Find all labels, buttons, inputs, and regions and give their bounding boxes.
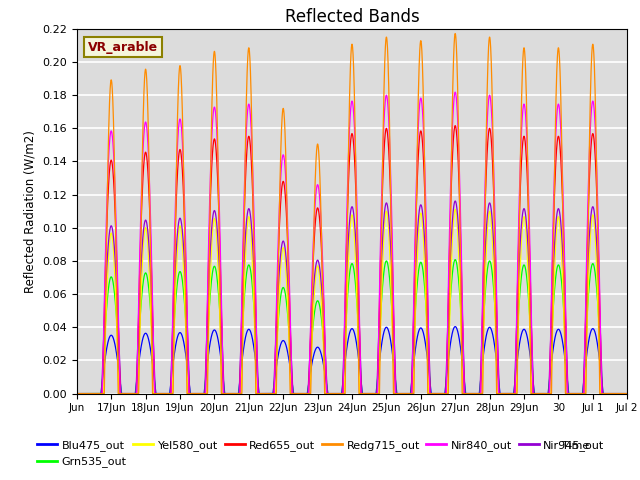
Line: Grn535_out: Grn535_out [77,260,627,394]
Line: Nir840_out: Nir840_out [77,92,627,394]
Legend: Blu475_out, Grn535_out, Yel580_out, Red655_out, Redg715_out, Nir840_out, Nir945_: Blu475_out, Grn535_out, Yel580_out, Red6… [33,436,609,472]
Redg715_out [451,31,459,36]
Redg715_out [525,278,533,284]
Nir840_out [451,89,459,95]
Grn535_out [525,309,533,315]
Blu475_out [623,391,631,396]
Nir945_out [73,391,81,396]
Yel580_out [403,391,411,396]
Nir840_out [284,205,291,211]
Blu475_out [525,347,533,353]
Grn535_out [484,265,492,271]
Red655_out [173,185,180,191]
Blu475_out [284,347,291,352]
Yel580_out [431,391,438,396]
Yel580_out [451,206,459,212]
Blu475_out [403,391,411,396]
Nir945_out [403,391,411,396]
Blu475_out [431,391,438,396]
Yel580_out [173,259,180,265]
Redg715_out [484,71,492,77]
Line: Nir945_out: Nir945_out [77,201,627,394]
Nir840_out [403,391,411,396]
Red655_out [525,242,533,248]
Nir840_out [73,391,81,396]
Redg715_out [284,211,291,217]
Red655_out [431,391,438,396]
Nir945_out [525,274,533,279]
Nir945_out [173,239,180,245]
Redg715_out [623,391,631,396]
Grn535_out [173,285,180,291]
Line: Red655_out: Red655_out [77,126,627,394]
Grn535_out [451,257,459,263]
Yel580_out [623,391,631,396]
Blu475_out [173,337,180,343]
Nir840_out [173,159,180,165]
Blu475_out [73,391,81,396]
Nir945_out [284,268,291,274]
Title: Reflected Bands: Reflected Bands [285,8,419,26]
Nir840_out [431,391,438,396]
Line: Blu475_out: Blu475_out [77,326,627,394]
Redg715_out [403,391,411,396]
Grn535_out [623,391,631,396]
Nir945_out [431,391,438,396]
Nir840_out [484,111,492,117]
Red655_out [403,391,411,396]
Yel580_out [73,391,81,396]
Red655_out [451,123,459,129]
Text: VR_arable: VR_arable [88,41,158,54]
Nir840_out [525,223,533,229]
Nir945_out [623,391,631,396]
Text: Time: Time [561,441,589,451]
Nir840_out [623,391,631,396]
Redg715_out [173,148,180,154]
Yel580_out [525,315,533,321]
Line: Yel580_out: Yel580_out [77,209,627,394]
Nir945_out [484,210,492,216]
Y-axis label: Reflected Radiation (W/m2): Reflected Radiation (W/m2) [24,130,36,293]
Grn535_out [403,391,411,396]
Grn535_out [431,391,438,396]
Nir945_out [451,198,459,204]
Blu475_out [451,324,459,329]
Red655_out [623,391,631,396]
Redg715_out [431,391,438,396]
Red655_out [73,391,81,396]
Yel580_out [284,290,291,296]
Red655_out [484,142,492,147]
Yel580_out [484,224,492,230]
Grn535_out [284,305,291,311]
Redg715_out [73,391,81,396]
Grn535_out [73,391,81,396]
Red655_out [284,226,291,232]
Blu475_out [484,327,492,333]
Line: Redg715_out: Redg715_out [77,34,627,394]
